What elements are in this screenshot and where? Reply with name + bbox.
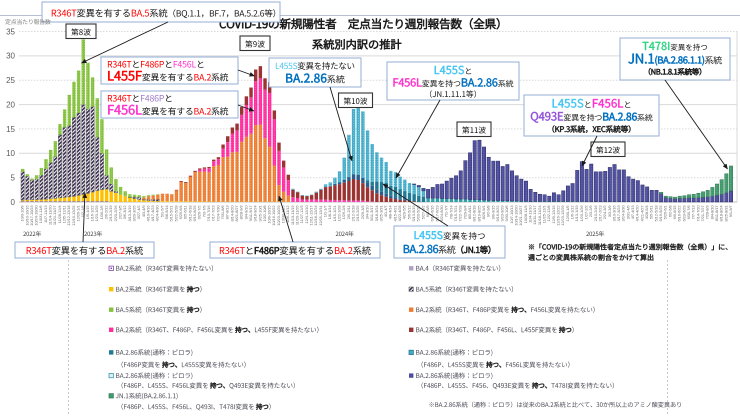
svg-text:15: 15 <box>6 125 15 134</box>
svg-text:20: 20 <box>6 100 15 109</box>
svg-text:5: 5 <box>11 174 16 183</box>
svg-text:30: 30 <box>6 52 15 61</box>
svg-text:9/1-9/7: 9/1-9/7 <box>728 205 733 218</box>
svg-text:25: 25 <box>6 76 15 85</box>
svg-text:0: 0 <box>11 198 16 207</box>
svg-text:10: 10 <box>6 149 15 158</box>
svg-text:35: 35 <box>6 27 15 36</box>
